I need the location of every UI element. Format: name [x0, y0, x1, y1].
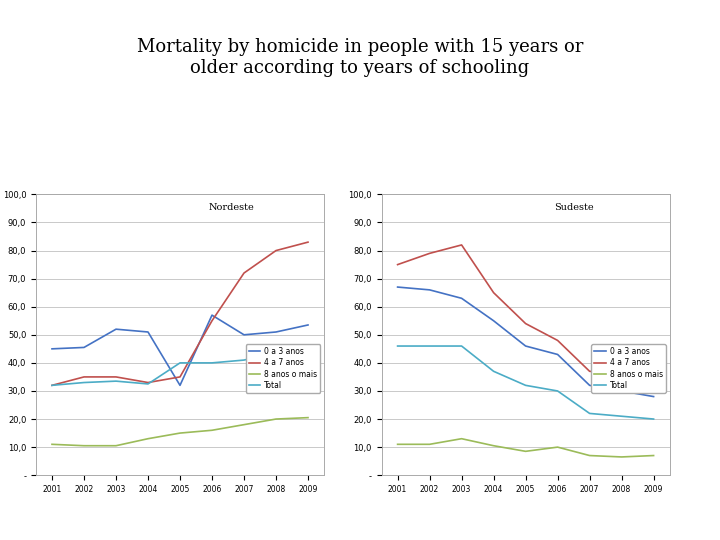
Text: Mortality by homicide in people with 15 years or
older according to years of sch: Mortality by homicide in people with 15 … [137, 38, 583, 77]
Legend: 0 a 3 anos, 4 a 7 anos, 8 anos o mais, Total: 0 a 3 anos, 4 a 7 anos, 8 anos o mais, T… [246, 344, 320, 393]
Legend: 0 a 3 anos, 4 a 7 anos, 8 anos o mais, Total: 0 a 3 anos, 4 a 7 anos, 8 anos o mais, T… [591, 344, 666, 393]
Text: Sudeste: Sudeste [554, 203, 594, 212]
Text: Nordeste: Nordeste [209, 203, 255, 212]
